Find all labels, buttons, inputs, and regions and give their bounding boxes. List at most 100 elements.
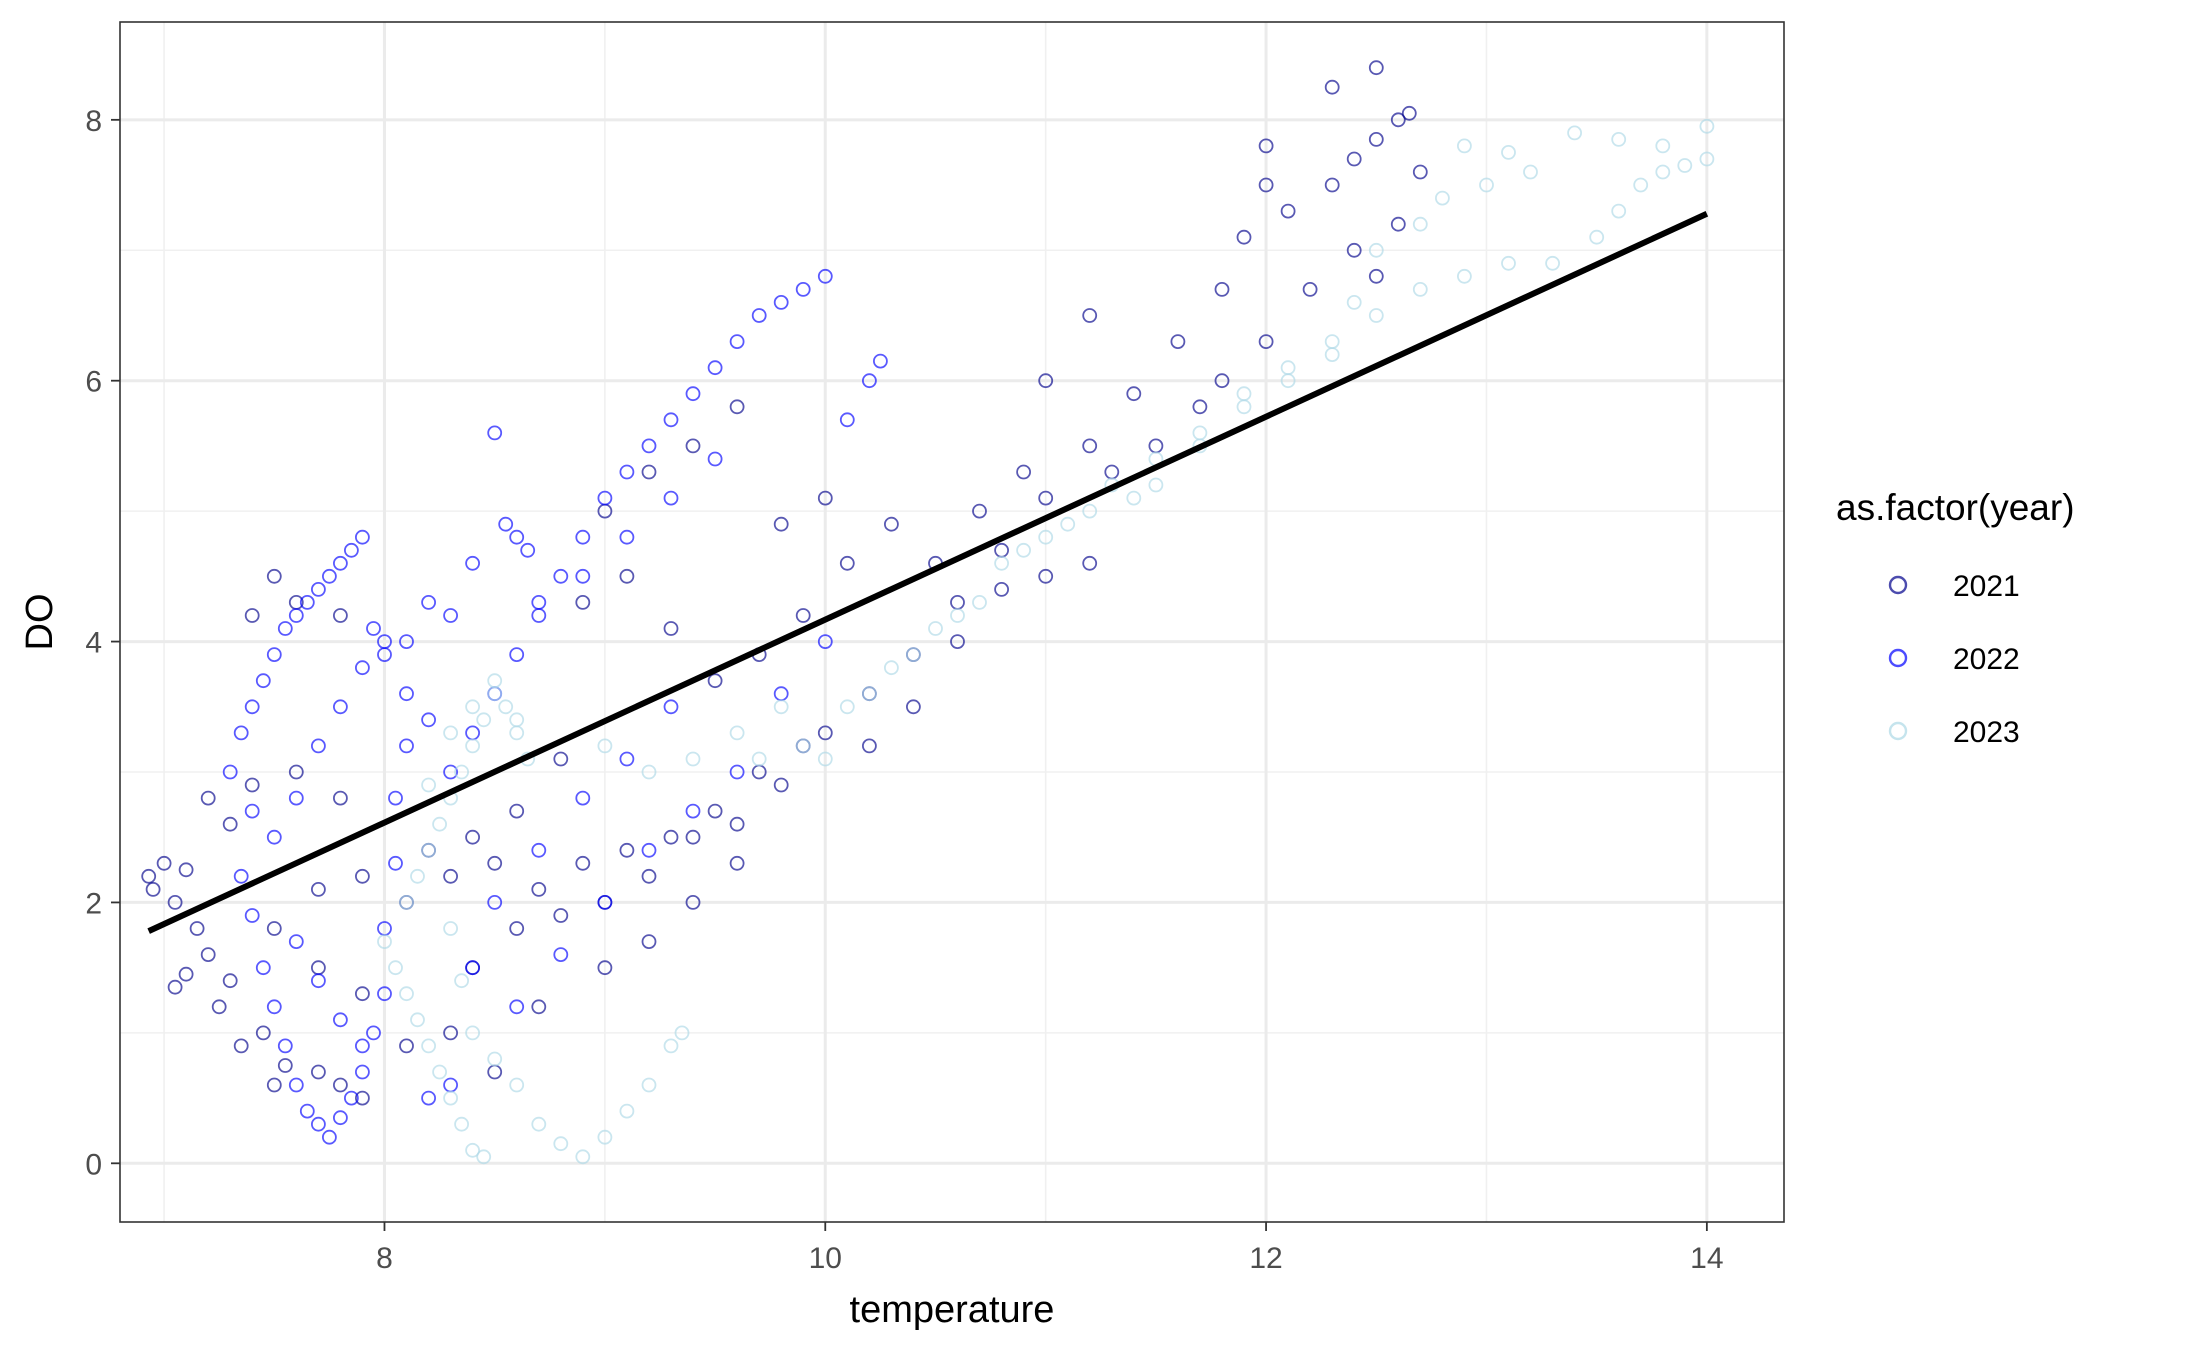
- data-point: [1170, 334, 1186, 350]
- y-tick-label: 0: [85, 1148, 102, 1181]
- data-point: [575, 568, 591, 584]
- data-point: [277, 1038, 293, 1054]
- legend-entry-2023: 2023: [1888, 716, 2020, 749]
- data-point: [773, 516, 789, 532]
- data-point: [619, 529, 635, 545]
- data-point: [553, 568, 569, 584]
- data-point: [1126, 490, 1142, 506]
- data-point: [244, 699, 260, 715]
- data-point: [465, 1025, 481, 1041]
- data-point: [421, 712, 437, 728]
- data-point: [332, 1077, 348, 1093]
- data-point: [1082, 308, 1098, 323]
- data-point: [1457, 138, 1472, 154]
- data-point: [321, 1129, 337, 1145]
- data-point: [1368, 242, 1384, 258]
- data-point: [354, 660, 370, 676]
- data-point: [288, 790, 304, 806]
- data-point: [597, 738, 613, 754]
- data-point: [509, 921, 525, 936]
- data-point: [531, 999, 547, 1015]
- data-point: [906, 647, 921, 662]
- data-point: [1412, 281, 1428, 297]
- data-point: [354, 1038, 370, 1054]
- data-point: [1280, 203, 1296, 219]
- data-point: [167, 979, 183, 995]
- data-point: [509, 647, 525, 662]
- data-point: [399, 686, 414, 702]
- data-point: [343, 1090, 359, 1106]
- data-point: [266, 921, 282, 936]
- data-point: [167, 895, 183, 910]
- data-point: [839, 555, 855, 571]
- data-point: [1390, 216, 1406, 232]
- data-point: [388, 960, 403, 976]
- data-point: [1368, 60, 1384, 76]
- data-point: [1258, 334, 1274, 350]
- data-point: [1038, 373, 1054, 389]
- data-point: [1324, 177, 1340, 193]
- data-point: [597, 895, 613, 910]
- data-point: [299, 1103, 315, 1119]
- data-point: [641, 764, 657, 780]
- legend-label: 2021: [1953, 570, 2020, 603]
- legend-key: [1888, 575, 1908, 595]
- data-point: [641, 868, 657, 884]
- data-point: [233, 868, 249, 884]
- data-point: [332, 1110, 348, 1126]
- data-point: [729, 725, 745, 741]
- plot-border: [119, 21, 1785, 1223]
- data-point: [1655, 164, 1671, 180]
- data-point: [674, 1025, 690, 1041]
- data-point: [310, 1116, 326, 1132]
- data-point: [1324, 79, 1340, 95]
- data-point: [520, 542, 536, 558]
- data-point: [707, 451, 723, 467]
- legend: as.factor(year) 2021 2022 2023: [1836, 487, 2075, 749]
- data-point: [377, 934, 392, 949]
- data-point: [1324, 334, 1340, 350]
- data-point: [1435, 190, 1450, 206]
- data-point: [1611, 131, 1627, 147]
- data-point: [553, 1136, 569, 1152]
- x-tick-label: 12: [1249, 1242, 1282, 1275]
- data-point: [1082, 555, 1098, 571]
- x-axis: 8 10 12 14: [376, 1222, 1724, 1275]
- data-point: [729, 764, 745, 780]
- data-point: [288, 934, 304, 949]
- data-point: [299, 595, 315, 610]
- data-point: [465, 1142, 481, 1158]
- data-point: [421, 595, 437, 610]
- data-point: [663, 621, 679, 636]
- data-point: [399, 895, 414, 910]
- y-tick-label: 6: [85, 366, 102, 399]
- data-point: [266, 568, 282, 584]
- data-point: [200, 947, 216, 962]
- data-point: [1545, 255, 1560, 271]
- data-point: [343, 542, 359, 558]
- data-point: [685, 386, 701, 402]
- y-tick-label: 4: [85, 627, 102, 660]
- legend-entry-2022: 2022: [1888, 643, 2020, 676]
- y-tick-label: 2: [85, 887, 102, 920]
- data-point: [862, 686, 877, 702]
- data-point: [189, 921, 205, 936]
- data-point: [178, 862, 194, 878]
- data-point: [465, 738, 481, 754]
- data-point: [994, 582, 1009, 597]
- data-point: [663, 1038, 679, 1054]
- data-point: [795, 281, 811, 297]
- data-point: [288, 1077, 304, 1093]
- data-point: [288, 764, 304, 780]
- data-point: [1412, 216, 1428, 232]
- data-point: [553, 751, 569, 767]
- data-point: [906, 699, 921, 715]
- data-point: [619, 1103, 635, 1119]
- data-point: [1401, 105, 1417, 121]
- data-point: [310, 582, 326, 597]
- data-point: [332, 1012, 348, 1028]
- data-point: [377, 986, 392, 1002]
- data-point: [817, 751, 833, 767]
- data-point: [310, 738, 326, 754]
- data-point: [1148, 477, 1164, 493]
